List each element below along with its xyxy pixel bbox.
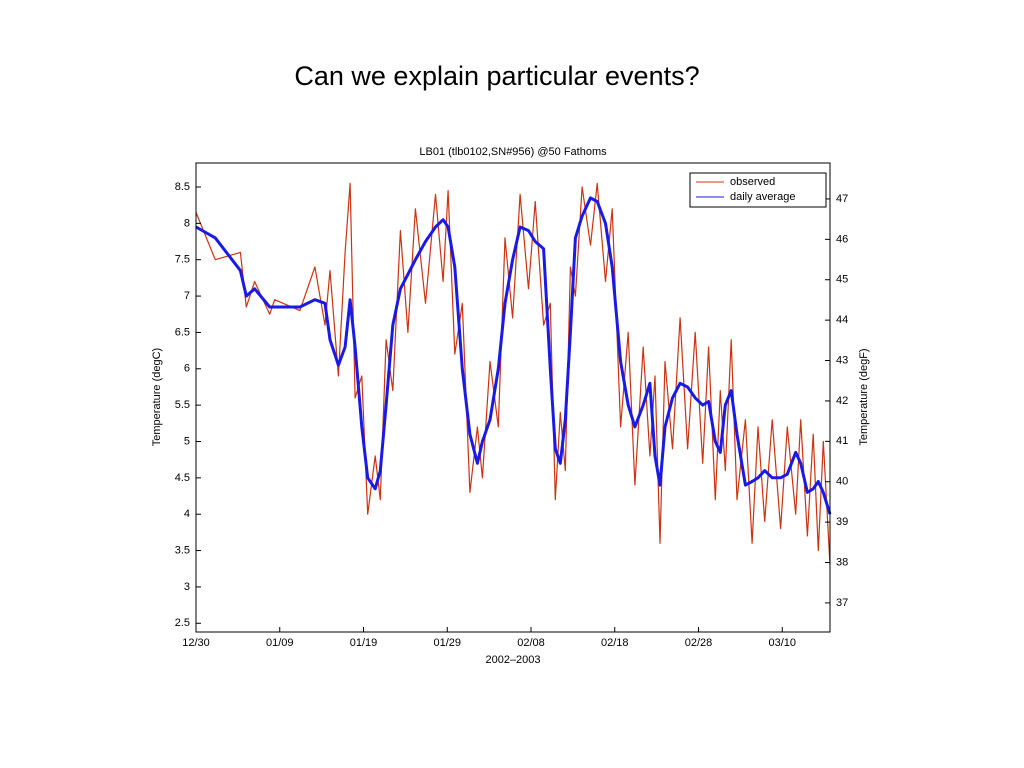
- y-tick-label: 5: [184, 435, 190, 447]
- x-axis-label: 2002–2003: [485, 654, 540, 666]
- legend-box: [689, 172, 827, 208]
- y2-tick-label: 41: [836, 435, 848, 447]
- y2-tick-label: 47: [836, 193, 848, 205]
- y-tick-label: 2.5: [175, 617, 190, 629]
- y-tick-label: 5.5: [175, 399, 190, 411]
- y2-tick-label: 40: [836, 476, 848, 488]
- y-tick-label: 3.5: [175, 544, 190, 556]
- x-tick-label: 01/09: [266, 637, 294, 649]
- x-tick-label: 02/28: [685, 637, 713, 649]
- y-tick-label: 4.5: [175, 472, 190, 484]
- plot-area: [195, 182, 832, 566]
- x-tick-label: 03/10: [768, 637, 796, 649]
- data-line: [195, 196, 832, 515]
- legend-label: observed: [730, 176, 775, 188]
- chart-title: LB01 (tlb0102,SN#956) @50 Fathoms: [419, 146, 607, 158]
- y2-tick-label: 42: [836, 395, 848, 407]
- y-tick-label: 7.5: [175, 254, 190, 266]
- x-tick-label: 12/30: [182, 637, 210, 649]
- data-line: [195, 182, 831, 566]
- y2-tick-label: 44: [836, 314, 848, 326]
- y-axis-label: Temperature (degC): [151, 348, 163, 446]
- y2-tick-label: 45: [836, 274, 848, 286]
- y-tick-label: 4: [184, 508, 190, 520]
- y-tick-label: 6: [184, 363, 190, 375]
- y-tick-label: 3: [184, 581, 190, 593]
- x-tick-label: 02/08: [517, 637, 545, 649]
- y-tick-label: 8: [184, 217, 190, 229]
- legend-label: daily average: [730, 191, 795, 203]
- y2-tick-label: 38: [836, 556, 848, 568]
- y2-axis-label: Temperature (degF): [858, 348, 870, 445]
- x-tick-label: 01/29: [433, 637, 461, 649]
- plot-frame: [195, 162, 831, 633]
- y-tick-label: 7: [184, 290, 190, 302]
- y2-tick-label: 46: [836, 233, 848, 245]
- y2-tick-label: 43: [836, 354, 848, 366]
- x-tick-label: 02/18: [601, 637, 629, 649]
- y2-tick-label: 37: [836, 597, 848, 609]
- y2-tick-label: 39: [836, 516, 848, 528]
- y-tick-label: 8.5: [175, 181, 190, 193]
- x-tick-label: 01/19: [350, 637, 378, 649]
- y-tick-label: 6.5: [175, 326, 190, 338]
- slide-title: Can we explain particular events?: [294, 61, 699, 91]
